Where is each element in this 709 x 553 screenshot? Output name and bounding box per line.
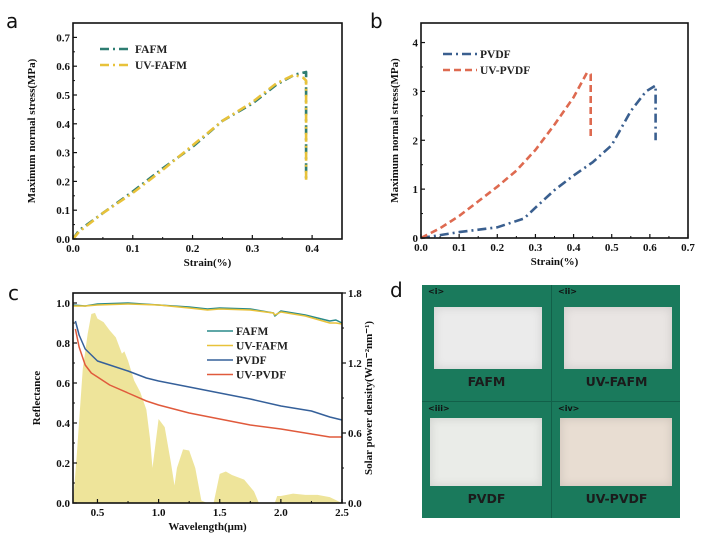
y-tick-label: 0.5 <box>56 90 70 102</box>
x-tick-label: 1.0 <box>152 507 166 519</box>
plot-frame <box>420 22 689 239</box>
y-right-tick-label: 1.8 <box>348 288 362 300</box>
photo-cell-uv-pvdf: <iv> UV-PVDF <box>552 402 681 518</box>
sample-photo-uv-fafm <box>564 307 672 369</box>
plot-frame <box>72 22 343 240</box>
y-tick-label: 0.0 <box>56 498 70 510</box>
x-tick-label: 0.2 <box>490 242 504 254</box>
x-tick-label: 0.0 <box>414 242 428 254</box>
legend-label-uv-pvdf: UV-PVDF <box>480 65 530 77</box>
series-line-uv-fafm <box>72 73 308 240</box>
y-right-tick-label: 0.6 <box>348 428 362 440</box>
panel-label-b: b <box>370 9 383 33</box>
x-tick-label: 0.2 <box>186 243 200 255</box>
y-tick-label: 0.2 <box>56 176 70 188</box>
x-tick-label: 0.4 <box>305 243 319 255</box>
legend-label-pvdf: PVDF <box>480 49 511 61</box>
legend-label-uv-fafm: UV-FAFM <box>236 341 288 353</box>
x-tick-label: 1.5 <box>213 507 227 519</box>
photo-tag: <ii> <box>558 287 577 296</box>
sample-photo-uv-pvdf <box>560 418 672 486</box>
x-tick-label: 0.3 <box>529 242 543 254</box>
photo-label: UV-PVDF <box>585 491 648 506</box>
series-line-fafm <box>71 70 308 240</box>
y-tick-label: 0.6 <box>56 61 70 73</box>
panel-label-d: d <box>390 278 403 302</box>
series-line-pvdf <box>420 84 657 240</box>
y-axis-label: Maximum normal stress(MPa) <box>26 58 38 203</box>
x-tick-label: 0.3 <box>245 243 259 255</box>
photo-label: UV-FAFM <box>585 374 648 389</box>
panel-label-c: c <box>8 281 19 305</box>
sample-photo-fafm <box>434 307 542 369</box>
series-line-uv-fafm <box>73 303 343 325</box>
x-tick-label: 0.4 <box>567 242 581 254</box>
photo-label: PVDF <box>467 491 506 506</box>
photo-tag: <iv> <box>558 404 580 413</box>
y-axis-label: Maximum normal stress(MPa) <box>389 58 401 203</box>
y-tick-label: 0.4 <box>56 119 70 131</box>
y-axis-right-label: Solar power density(Wm⁻²nm⁻¹) <box>363 321 375 475</box>
photo-label: FAFM <box>467 374 506 389</box>
y-tick-label: 0.6 <box>56 378 70 390</box>
series-line-fafm <box>72 302 343 324</box>
chart-a-stress-strain-fafm: 0.0 0.1 0.2 0.3 0.4 0.0 0.1 0.2 0.3 0.4 0.5 0.6 0.7 S… <box>26 22 343 269</box>
legend-label-fafm: FAFM <box>236 326 269 338</box>
series-line-uv-pvdf <box>420 71 593 240</box>
y-tick-label: 3 <box>413 86 419 98</box>
photo-cell-uv-fafm: <ii> UV-FAFM <box>552 285 681 401</box>
solar-spectrum-area <box>73 312 342 503</box>
y-tick-label: 2 <box>413 135 419 147</box>
x-tick-label: 0.1 <box>126 243 140 255</box>
photo-tag: <i> <box>428 287 445 296</box>
legend-label-uv-pvdf: UV-PVDF <box>236 370 286 382</box>
x-tick-label: 0.5 <box>91 507 105 519</box>
legend-label-fafm: FAFM <box>135 44 168 56</box>
chart-c-reflectance-spectrum: 0.5 1.0 1.5 2.0 2.50.00.20.40.60.81.00.00.61… <box>31 288 375 533</box>
x-axis-label: Strain(%) <box>184 257 232 269</box>
y-tick-label: 0.8 <box>56 338 70 350</box>
y-tick-label: 1.0 <box>56 298 70 310</box>
y-tick-label: 0.4 <box>56 418 70 430</box>
x-tick-label: 2.5 <box>335 507 349 519</box>
x-axis-label: Strain(%) <box>531 256 579 268</box>
y-right-tick-label: 1.2 <box>348 358 362 370</box>
x-tick-label: 0.7 <box>681 242 695 254</box>
y-tick-label: 0 <box>413 233 419 245</box>
x-tick-label: 0.6 <box>643 242 657 254</box>
x-tick-label: 2.0 <box>274 507 288 519</box>
y-tick-label: 0.2 <box>56 458 70 470</box>
grid-divider-horizontal <box>422 401 680 402</box>
sample-photo-pvdf <box>430 418 542 486</box>
x-axis-label: Wavelength(μm) <box>168 521 247 533</box>
legend-label-pvdf: PVDF <box>236 355 267 367</box>
x-tick-label: 0.5 <box>605 242 619 254</box>
series-line-uv-pvdf <box>74 328 342 438</box>
x-tick-label: 0.0 <box>66 243 80 255</box>
photo-cell-pvdf: <iii> PVDF <box>422 402 551 518</box>
y-right-tick-label: 0.0 <box>348 498 362 510</box>
y-tick-label: 0.1 <box>56 205 70 217</box>
y-axis-label: Reflectance <box>31 371 43 425</box>
x-tick-label: 0.1 <box>452 242 466 254</box>
y-tick-label: 1 <box>413 184 419 196</box>
y-tick-label: 0.3 <box>56 148 70 160</box>
y-tick-label: 0.7 <box>56 32 70 44</box>
chart-b-stress-strain-pvdf: 0.0 0.1 0.2 0.3 0.4 0.5 0.6 0.7 0 1 2 3 4 Strain(%) Ma… <box>389 22 695 268</box>
photo-tag: <iii> <box>428 404 450 413</box>
sample-photos-grid: <i> FAFM <ii> UV-FAFM <iii> PVDF <iv> UV… <box>422 285 680 518</box>
y-tick-label: 4 <box>413 38 419 50</box>
legend-label-uv-fafm: UV-FAFM <box>135 60 187 72</box>
y-tick-label: 0.0 <box>56 234 70 246</box>
photo-cell-fafm: <i> FAFM <box>422 285 551 401</box>
panel-label-a: a <box>6 9 18 33</box>
series-line-pvdf <box>74 320 343 421</box>
